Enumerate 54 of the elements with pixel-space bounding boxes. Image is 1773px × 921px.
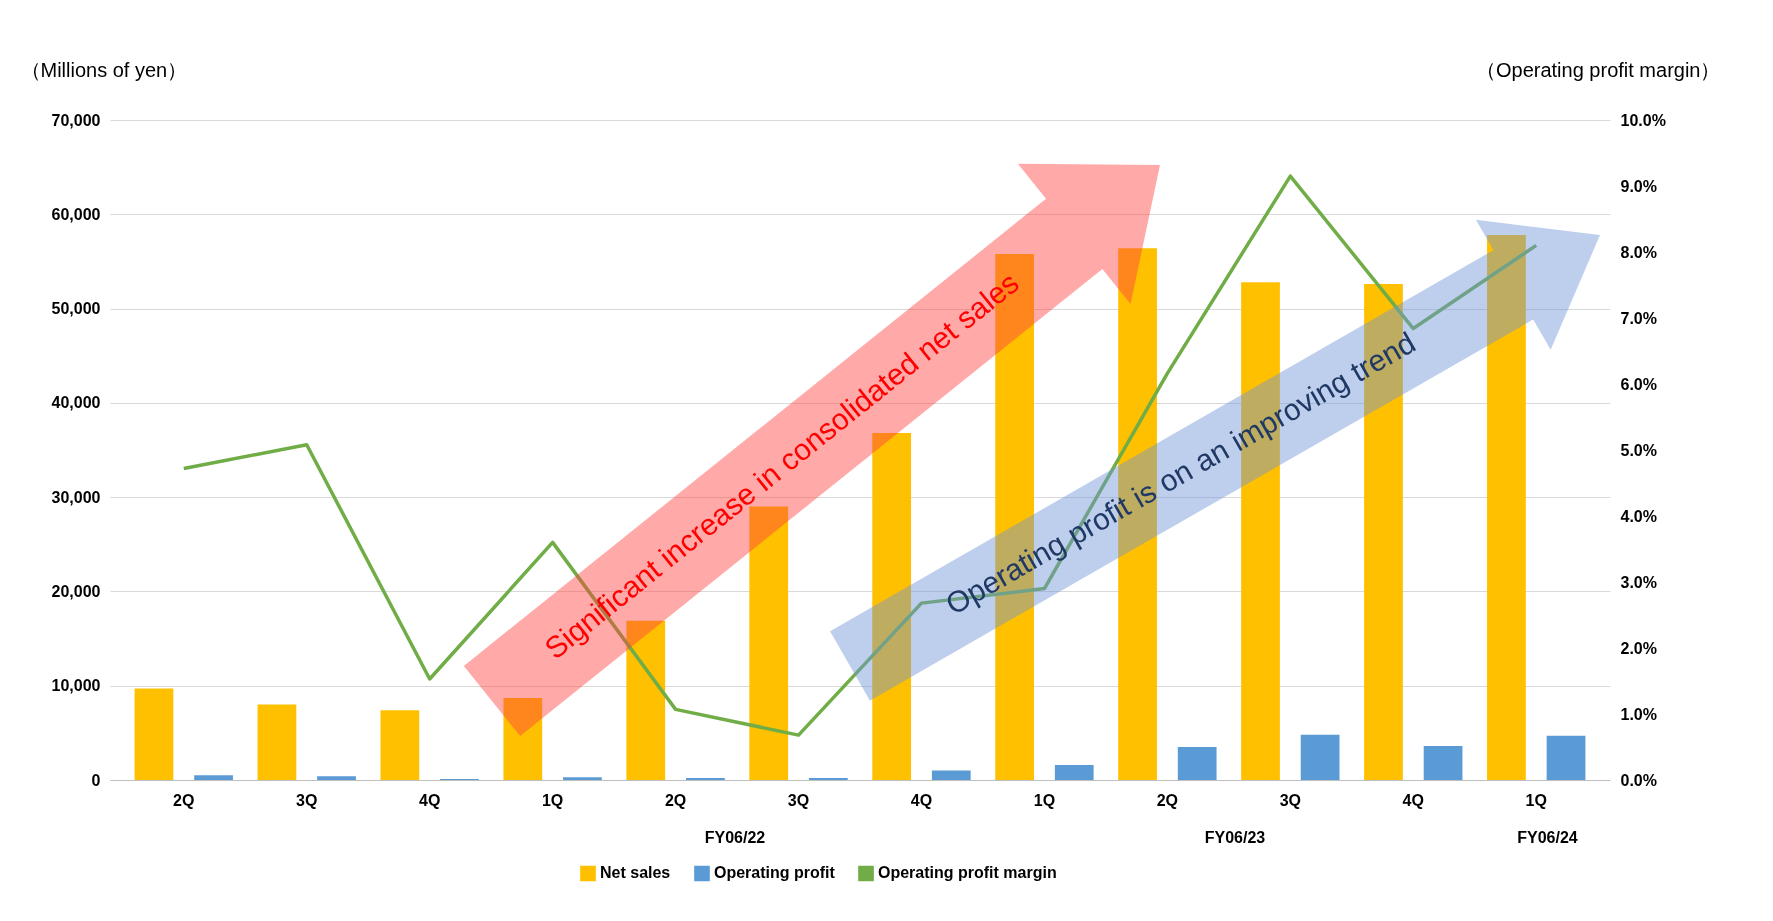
- bar: [931, 770, 971, 780]
- y2-tick-label: 9.0%: [1620, 177, 1657, 195]
- y2-tick-label: 1.0%: [1620, 705, 1657, 723]
- x-tick-label: 4Q: [1402, 791, 1424, 809]
- y2-tick-label: 10.0%: [1620, 111, 1666, 129]
- bar: [563, 777, 602, 780]
- x-tick-label: 2Q: [173, 791, 195, 809]
- x-tick-label: 1Q: [1525, 791, 1547, 809]
- x-tick-label: 2Q: [1156, 791, 1179, 809]
- y-tick-label: 0: [91, 771, 101, 789]
- y2-tick-label: 0.0%: [1620, 771, 1657, 789]
- x-tick-label: 2Q: [664, 791, 687, 809]
- x-tick-label: 4Q: [910, 791, 933, 809]
- y2-tick-label: 2.0%: [1620, 639, 1657, 657]
- bar: [1423, 746, 1463, 780]
- bar: [317, 776, 356, 780]
- bar: [1177, 747, 1217, 780]
- y2-tick-label: 4.0%: [1620, 507, 1657, 525]
- y-tick-label: 30,000: [51, 488, 101, 506]
- bar: [1300, 734, 1340, 780]
- text: FY06/22: [704, 829, 766, 846]
- y2-tick-label: 5.0%: [1620, 441, 1657, 459]
- y-tick-label: 70,000: [51, 111, 101, 129]
- y2-axis-title: （Operating profit margin）: [1475, 58, 1721, 81]
- x-tick-label: 1Q: [541, 791, 564, 809]
- x-tick-label: 4Q: [419, 791, 441, 809]
- bar: [1546, 735, 1586, 780]
- y-tick-label: 60,000: [51, 205, 101, 223]
- bar: [1054, 764, 1094, 780]
- x-tick-label: 1Q: [1033, 791, 1056, 809]
- bar: [503, 697, 543, 780]
- bar: [1487, 235, 1526, 780]
- y-tick-label: 50,000: [51, 300, 101, 318]
- legend-label: Operating profit: [714, 864, 836, 882]
- bar: [257, 704, 297, 780]
- y-tick-label: 10,000: [51, 677, 101, 695]
- bar: [134, 688, 174, 780]
- y2-tick-label: 8.0%: [1620, 243, 1657, 261]
- x-tick-label: 3Q: [1279, 791, 1301, 809]
- y-tick-label: 20,000: [51, 582, 101, 600]
- bar: [380, 710, 420, 780]
- legend-label: Net sales: [600, 864, 671, 882]
- x-tick-label: 3Q: [787, 791, 810, 809]
- text: FY06/23: [1204, 829, 1266, 846]
- y2-tick-label: 7.0%: [1620, 309, 1657, 327]
- bar: [194, 775, 233, 780]
- line-series: [182, 174, 1538, 737]
- y2-tick-label: 3.0%: [1620, 573, 1657, 591]
- y2-tick-label: 6.0%: [1620, 375, 1657, 393]
- y-tick-label: 40,000: [51, 394, 101, 412]
- x-tick-label: 3Q: [296, 791, 318, 809]
- legend-label: Operating profit margin: [878, 864, 1057, 882]
- text: FY06/24: [1517, 829, 1578, 846]
- y-axis-title: （Millions of yen）: [20, 58, 188, 81]
